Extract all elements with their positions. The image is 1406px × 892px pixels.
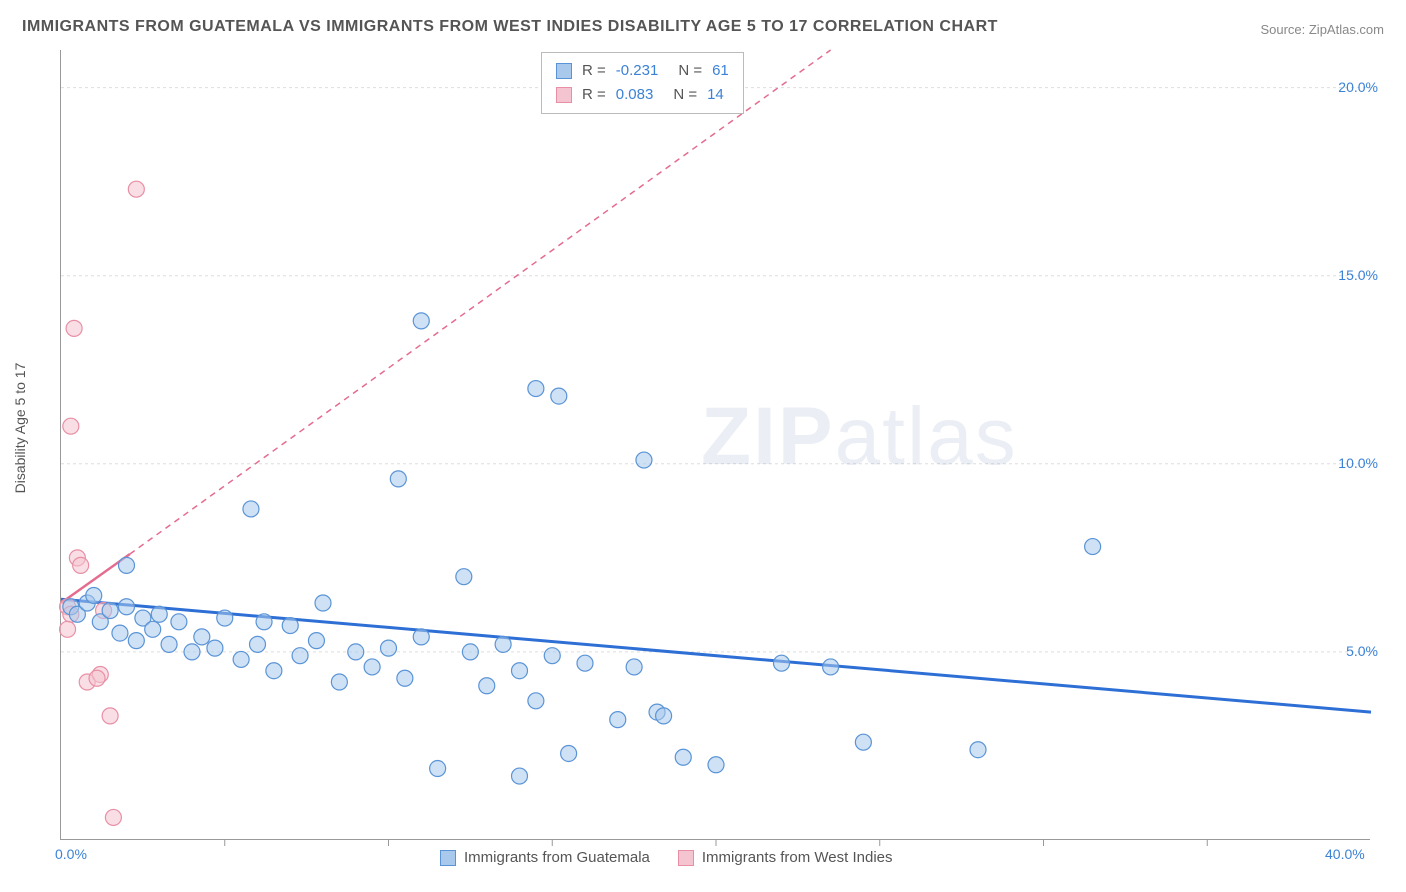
x-tick-label: 0.0% xyxy=(55,846,87,862)
chart-title: IMMIGRANTS FROM GUATEMALA VS IMMIGRANTS … xyxy=(22,18,998,36)
legend-swatch-icon xyxy=(440,850,456,866)
legend-item: Immigrants from West Indies xyxy=(678,849,893,866)
y-axis-label: Disability Age 5 to 17 xyxy=(12,363,28,494)
legend-swatch-icon xyxy=(556,63,572,79)
legend-swatch-icon xyxy=(678,850,694,866)
y-tick-label: 10.0% xyxy=(1338,455,1378,471)
legend-swatch-icon xyxy=(556,87,572,103)
legend-item: Immigrants from Guatemala xyxy=(440,849,650,866)
stats-row: R = 0.083 N = 14 xyxy=(556,83,729,107)
bottom-legend: Immigrants from Guatemala Immigrants fro… xyxy=(440,849,893,866)
plot-svg xyxy=(61,50,1371,840)
y-tick-label: 20.0% xyxy=(1338,79,1378,95)
y-tick-label: 5.0% xyxy=(1346,643,1378,659)
stats-legend: R = -0.231 N = 61 R = 0.083 N = 14 xyxy=(541,52,744,114)
correlation-chart: IMMIGRANTS FROM GUATEMALA VS IMMIGRANTS … xyxy=(0,0,1406,892)
x-tick-label: 40.0% xyxy=(1325,846,1365,862)
source-value: ZipAtlas.com xyxy=(1309,22,1384,37)
source-label: Source: ZipAtlas.com xyxy=(1260,22,1384,37)
plot-area: ZIPatlas R = -0.231 N = 61 R = 0.083 N =… xyxy=(60,50,1370,840)
y-tick-label: 15.0% xyxy=(1338,267,1378,283)
stats-row: R = -0.231 N = 61 xyxy=(556,59,729,83)
